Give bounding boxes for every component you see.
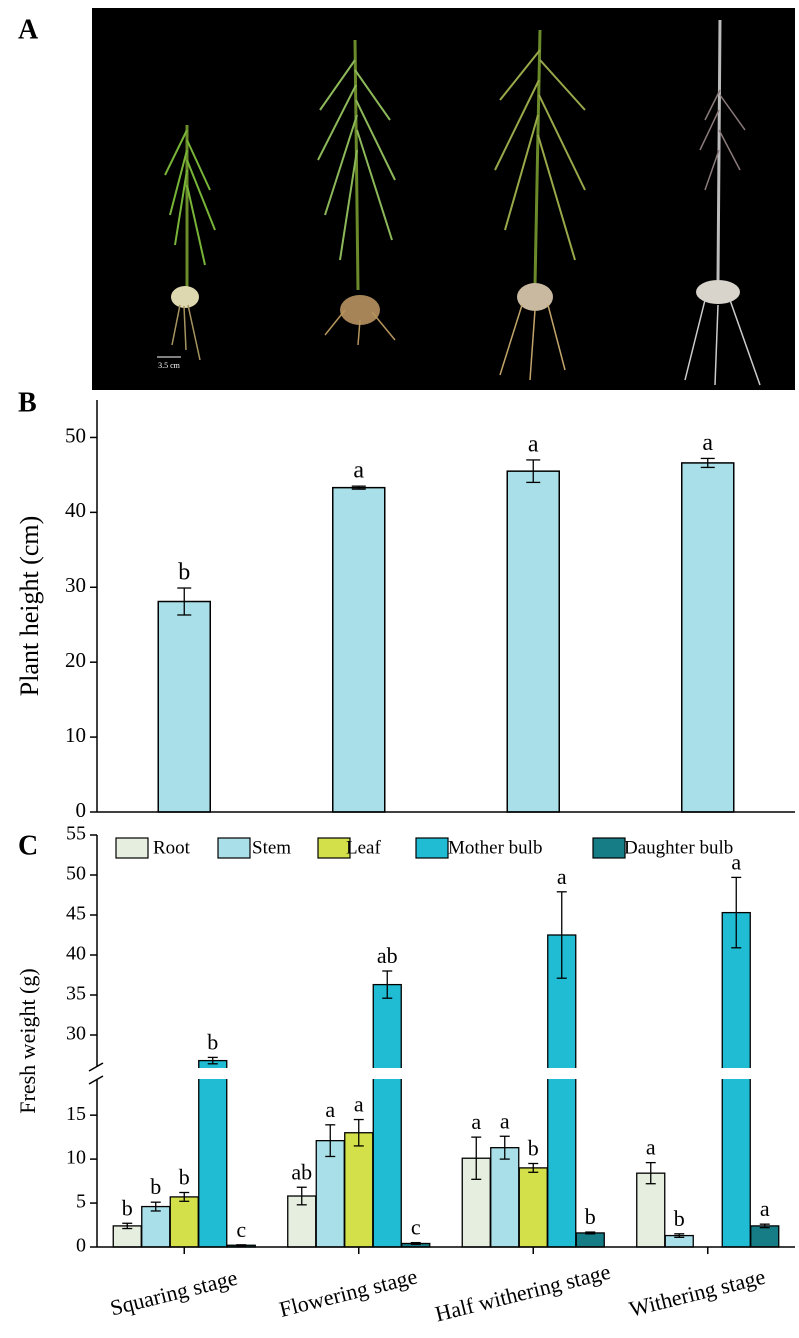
bar (548, 935, 576, 1247)
x-tick-label: Flowering stage (277, 1263, 420, 1321)
figure: 3.5 cm A BPlant height (cm)01020304050ba… (0, 0, 799, 1338)
bar (199, 1061, 227, 1247)
bar (345, 1133, 373, 1247)
significance-letter: b (207, 1029, 218, 1054)
bar (507, 471, 559, 812)
page: 3.5 cm A BPlant height (cm)01020304050ba… (0, 0, 799, 1338)
y-axis-title: Plant height (cm) (15, 516, 44, 697)
legend-label: Root (153, 837, 191, 858)
y-tick-label: 35 (66, 983, 86, 1005)
y-tick-label: 15 (66, 1103, 86, 1125)
significance-letter: c (411, 1215, 421, 1240)
axis-break-gap (87, 1068, 795, 1079)
significance-letter: a (528, 431, 539, 457)
bar (751, 1226, 779, 1247)
y-tick-label: 5 (76, 1191, 86, 1213)
panel-label: C (18, 830, 38, 861)
significance-letter: a (557, 864, 567, 889)
significance-letter: a (325, 1097, 335, 1122)
y-tick-label: 30 (66, 1023, 86, 1045)
significance-letter: a (471, 1109, 481, 1134)
significance-letter: b (150, 1174, 161, 1199)
scale-bar-label: 3.5 cm (158, 361, 181, 370)
y-tick-label: 50 (66, 863, 86, 885)
bar (158, 602, 210, 812)
y-tick-label: 30 (65, 573, 86, 597)
y-axis-title: Fresh weight (g) (15, 968, 40, 1113)
x-tick-label: Withering stage (627, 1264, 768, 1322)
error-bar (236, 1245, 246, 1246)
significance-letter: ab (291, 1159, 312, 1184)
legend-swatch (416, 838, 448, 858)
y-tick-label: 45 (66, 903, 86, 925)
significance-letter: a (500, 1108, 510, 1133)
significance-letter: a (760, 1196, 770, 1221)
legend-swatch (116, 838, 148, 858)
significance-letter: a (354, 1092, 364, 1117)
significance-letter: b (674, 1206, 685, 1231)
y-tick-label: 50 (65, 423, 86, 447)
significance-letter: c (236, 1217, 246, 1242)
bar (682, 463, 734, 812)
panel-label: B (18, 387, 37, 418)
y-tick-label: 40 (66, 943, 86, 965)
y-tick-label: 10 (66, 1147, 86, 1169)
x-tick-label: Half withering stage (432, 1259, 612, 1327)
bar (491, 1148, 519, 1247)
significance-letter: b (528, 1136, 539, 1161)
y-tick-label: 55 (66, 823, 86, 845)
photo-panel: 3.5 cm A (18, 8, 795, 390)
legend-swatch (218, 838, 250, 858)
photo-background (92, 8, 795, 390)
bar (519, 1168, 547, 1247)
bar (142, 1207, 170, 1247)
legend-swatch (593, 838, 625, 858)
y-tick-label: 10 (65, 723, 86, 747)
significance-letter: b (178, 560, 190, 586)
significance-letter: b (179, 1165, 190, 1190)
legend-label: Mother bulb (448, 837, 542, 858)
bar (373, 985, 401, 1247)
bar (576, 1233, 604, 1247)
y-tick-label: 0 (76, 798, 87, 822)
legend-label: Daughter bulb (624, 837, 733, 858)
significance-letter: b (585, 1204, 596, 1229)
legend-label: Leaf (346, 837, 381, 858)
bar (333, 488, 385, 812)
y-tick-label: 0 (76, 1235, 86, 1257)
legend-label: Stem (252, 837, 291, 858)
bar (170, 1197, 198, 1247)
significance-letter: b (122, 1195, 133, 1220)
significance-letter: ab (377, 943, 398, 968)
significance-letter: a (646, 1135, 656, 1160)
y-tick-label: 20 (65, 648, 86, 672)
x-tick-label: Squaring stage (107, 1265, 239, 1321)
significance-letter: a (353, 458, 364, 484)
y-tick-label: 40 (65, 498, 86, 522)
significance-letter: a (702, 430, 713, 456)
bar (722, 913, 750, 1247)
panel-label: A (18, 14, 39, 45)
